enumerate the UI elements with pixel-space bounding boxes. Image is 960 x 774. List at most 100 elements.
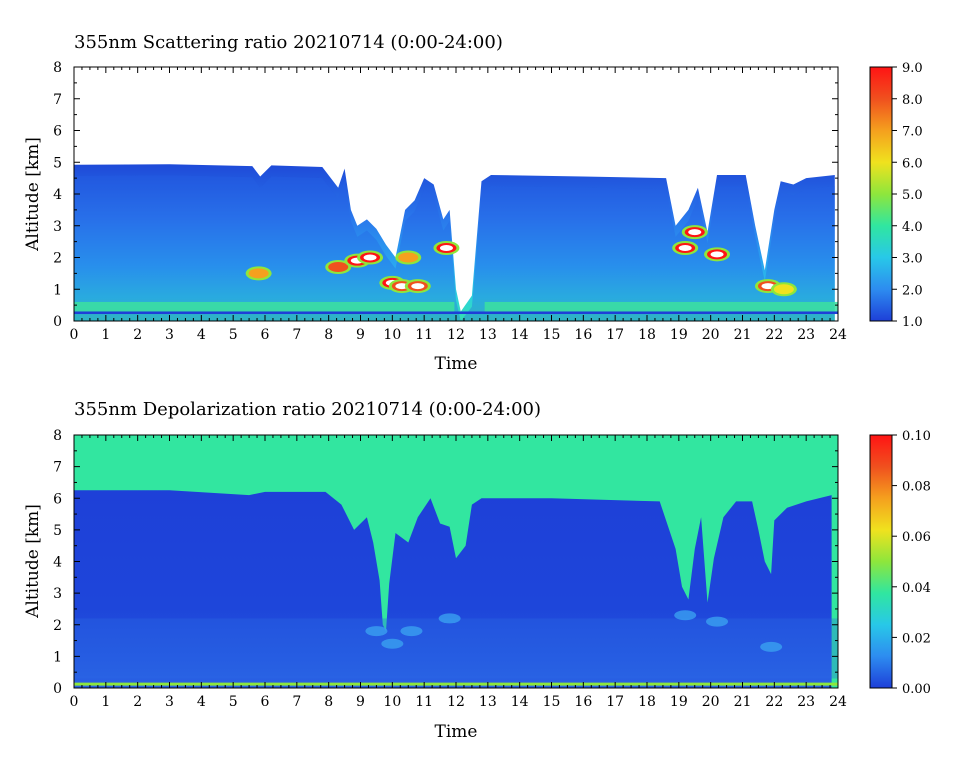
depolarization-feature — [400, 626, 423, 637]
scattering-x-tick-label: 15 — [543, 327, 561, 343]
scattering-signal-region — [74, 164, 835, 321]
scattering-y-tick-label: 0 — [53, 314, 62, 330]
scattering-y-tick-label: 7 — [53, 92, 62, 108]
scattering-x-tick-label: 8 — [324, 327, 333, 343]
scattering-colorbar-tick-label: 8.0 — [902, 93, 923, 108]
depolarization-x-tick-label: 15 — [543, 694, 561, 710]
depolarization-colorbar-bar — [869, 434, 893, 689]
depolarization-feature — [438, 613, 461, 624]
scattering-x-axis-label: Time — [435, 354, 478, 374]
scattering-x-tick-label: 4 — [197, 327, 206, 343]
depolarization-chart-title: 355nm Depolarization ratio 20210714 (0:0… — [74, 399, 541, 420]
scattering-x-tick-label: 24 — [829, 327, 847, 343]
depolarization-colorbar: 0.00 0.02 0.04 0.06 0.08 0.10 — [869, 429, 931, 697]
depolarization-colorbar-tick-label: 0.00 — [902, 682, 931, 697]
scattering-y-tick-label: 6 — [53, 124, 62, 140]
depolarization-y-tick-label: 3 — [53, 586, 62, 602]
depolarization-x-tick-label: 6 — [261, 694, 270, 710]
scattering-x-tick-label: 17 — [606, 327, 624, 343]
depolarization-feature — [674, 610, 697, 621]
depolarization-colorbar-tick-label: 0.04 — [902, 581, 931, 596]
scattering-colorbar: 1.0 2.0 3.0 4.0 5.0 6.0 7.0 8.0 9.0 — [869, 61, 923, 330]
depolarization-x-tick-label: 1 — [101, 694, 110, 710]
scattering-x-tick-label: 9 — [356, 327, 365, 343]
depolarization-x-tick-label: 17 — [606, 694, 624, 710]
depolarization-x-tick-label: 22 — [765, 694, 783, 710]
depolarization-ratio-panel: 355nm Depolarization ratio 20210714 (0:0… — [23, 399, 931, 742]
scattering-y-tick-label: 1 — [53, 282, 62, 298]
scattering-x-tick-label: 11 — [415, 327, 433, 343]
depolarization-colorbar-tick-label: 0.06 — [902, 530, 931, 545]
depolarization-feature — [706, 616, 729, 627]
depolarization-x-tick-label: 8 — [324, 694, 333, 710]
scattering-chart-title: 355nm Scattering ratio 20210714 (0:00-24… — [74, 32, 503, 53]
depolarization-x-tick-label: 18 — [638, 694, 656, 710]
depolarization-x-tick-label: 24 — [829, 694, 847, 710]
depolarization-y-tick-label: 6 — [53, 491, 62, 507]
depolarization-y-tick-label: 1 — [53, 649, 62, 665]
depolarization-low-layer — [74, 618, 838, 679]
scattering-plot-area — [74, 67, 838, 321]
scattering-x-tick-label: 0 — [70, 327, 79, 343]
scattering-colorbar-bar — [869, 66, 893, 322]
depolarization-x-axis: 0 1 2 3 4 5 6 7 8 9 10 11 12 13 14 15 16 17 18 19 20 21 22 23 24 — [70, 435, 847, 710]
scattering-x-tick-label: 5 — [229, 327, 238, 343]
scattering-x-tick-label: 19 — [670, 327, 688, 343]
depolarization-y-tick-label: 8 — [53, 428, 62, 444]
scattering-x-tick-label: 2 — [133, 327, 142, 343]
scattering-feature-core — [439, 244, 453, 251]
depolarization-y-tick-label: 7 — [53, 460, 62, 476]
scattering-x-tick-label: 7 — [292, 327, 301, 343]
depolarization-x-tick-label: 3 — [165, 694, 174, 710]
scattering-x-tick-label: 16 — [574, 327, 592, 343]
scattering-x-tick-label: 6 — [261, 327, 270, 343]
depolarization-colorbar-tick-label: 0.08 — [902, 480, 931, 495]
depolarization-y-axis: 0 1 2 3 4 5 6 7 8 — [53, 428, 838, 697]
depolarization-signal-region — [74, 490, 832, 688]
scattering-surface-band — [74, 311, 838, 315]
scattering-y-tick-label: 5 — [53, 155, 62, 171]
scattering-x-tick-label: 12 — [447, 327, 465, 343]
depolarization-feature — [760, 641, 783, 652]
depolarization-x-tick-label: 10 — [383, 694, 401, 710]
depolarization-x-tick-label: 16 — [574, 694, 592, 710]
depolarization-feature — [365, 626, 388, 637]
scattering-feature-core — [411, 283, 425, 290]
depolarization-x-tick-label: 2 — [133, 694, 142, 710]
scattering-colorbar-tick-label: 4.0 — [902, 220, 923, 235]
depolarization-x-tick-label: 14 — [511, 694, 529, 710]
scattering-feature-core — [688, 229, 702, 236]
depolarization-colorbar-tick-label: 0.02 — [902, 631, 931, 646]
scattering-feature — [773, 284, 794, 295]
scattering-x-tick-label: 22 — [765, 327, 783, 343]
depolarization-colorbar-tick-label: 0.10 — [902, 429, 931, 444]
scattering-y-tick-label: 3 — [53, 219, 62, 235]
scattering-colorbar-tick-label: 9.0 — [902, 61, 923, 76]
scattering-layer-band — [74, 175, 835, 321]
depolarization-x-tick-label: 21 — [734, 694, 752, 710]
depolarization-x-tick-label: 9 — [356, 694, 365, 710]
scattering-colorbar-tick-label: 2.0 — [902, 283, 923, 298]
scattering-x-tick-label: 3 — [165, 327, 174, 343]
scattering-colorbar-tick-label: 7.0 — [902, 125, 923, 140]
scattering-feature-core — [761, 283, 775, 290]
scattering-y-tick-label: 2 — [53, 251, 62, 267]
scattering-y-tick-label: 8 — [53, 60, 62, 76]
scattering-colorbar-tick-label: 3.0 — [902, 252, 923, 267]
depolarization-x-tick-label: 13 — [479, 694, 497, 710]
scattering-x-tick-label: 10 — [383, 327, 401, 343]
scattering-colorbar-tick-label: 6.0 — [902, 156, 923, 171]
depolarization-y-tick-label: 4 — [53, 555, 62, 571]
depolarization-x-tick-label: 4 — [197, 694, 206, 710]
scattering-x-tick-label: 21 — [734, 327, 752, 343]
depolarization-x-tick-label: 20 — [702, 694, 720, 710]
depolarization-y-tick-label: 0 — [53, 681, 62, 697]
scattering-y-tick-label: 4 — [53, 187, 62, 203]
scattering-feature — [398, 252, 419, 263]
scattering-feature-core — [678, 244, 692, 251]
scattering-x-tick-label: 23 — [797, 327, 815, 343]
depolarization-x-tick-label: 23 — [797, 694, 815, 710]
depolarization-x-tick-label: 0 — [70, 694, 79, 710]
scattering-x-tick-label: 1 — [101, 327, 110, 343]
